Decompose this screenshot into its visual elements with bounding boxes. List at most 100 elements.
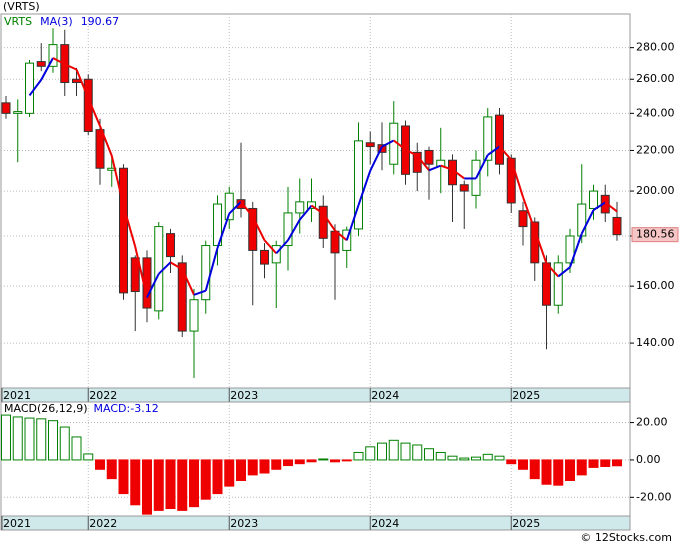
bar <box>318 458 329 461</box>
bar <box>447 455 458 461</box>
bar <box>153 459 164 511</box>
ma-line <box>592 201 606 211</box>
ma-line <box>87 97 101 127</box>
ma-line <box>181 268 195 296</box>
bar <box>271 459 282 470</box>
bar <box>212 459 223 495</box>
price-box <box>631 227 679 243</box>
x-tick-label: 2025 <box>512 389 540 402</box>
ma-line <box>498 145 512 161</box>
candle-body <box>95 129 105 169</box>
candle-body <box>330 230 340 254</box>
ma-line <box>522 196 536 231</box>
ma-line <box>533 229 548 264</box>
bar <box>95 459 105 470</box>
bar <box>236 459 246 481</box>
bar <box>365 446 376 461</box>
y-tick-label: 20.00 <box>636 416 668 429</box>
ma-line <box>451 168 465 180</box>
bar <box>247 459 258 476</box>
candle-body <box>459 184 469 192</box>
bar <box>353 451 364 461</box>
ma-line <box>40 57 54 81</box>
bar <box>482 453 493 461</box>
candle-body <box>36 61 46 67</box>
candle-body <box>271 245 281 264</box>
candle-body <box>248 207 258 251</box>
ma-line <box>428 164 442 172</box>
bar <box>36 418 47 461</box>
readout-value: -3.12 <box>130 402 158 415</box>
bar <box>506 459 517 465</box>
y-tick-label: 260.00 <box>636 72 675 85</box>
candle-body <box>260 249 269 265</box>
candle-body <box>25 62 34 114</box>
bar <box>600 459 611 467</box>
bar <box>565 459 575 481</box>
bar <box>612 459 622 467</box>
candle-body <box>342 229 352 251</box>
ma-line <box>134 246 148 298</box>
bar <box>341 459 352 462</box>
bar <box>118 459 129 495</box>
candle-body <box>506 157 516 204</box>
candle-body <box>307 201 316 209</box>
ma-line <box>263 239 277 255</box>
candle-body <box>354 140 363 230</box>
ma-line <box>169 261 183 271</box>
bar <box>24 417 35 461</box>
ma-line <box>510 159 524 198</box>
bar <box>424 448 434 461</box>
ma-line <box>287 219 301 241</box>
bar <box>388 439 399 461</box>
x-tick-label: 2023 <box>230 517 258 530</box>
bar <box>165 459 176 510</box>
bar <box>142 459 152 515</box>
bar <box>494 455 505 461</box>
plot-area <box>0 401 631 517</box>
bar <box>224 459 235 487</box>
candle-body <box>13 111 23 114</box>
x-tick-label: 2022 <box>89 517 117 530</box>
ma-line <box>275 239 289 255</box>
candle-body <box>436 159 446 167</box>
y-tick-label: 240.00 <box>636 106 675 119</box>
ma-line <box>28 79 43 97</box>
bar <box>71 436 82 461</box>
ma-line <box>557 266 571 278</box>
x-tick-label: 2023 <box>230 389 258 402</box>
candle-body <box>236 199 246 209</box>
legend-value: 190.67 <box>81 15 120 28</box>
candle-body <box>189 299 199 332</box>
plot-area <box>0 13 631 389</box>
candle-body <box>577 203 587 237</box>
y-tick-label: 0.00 <box>636 453 661 466</box>
candle-body <box>612 216 622 236</box>
ma-line <box>393 139 407 151</box>
candle-body <box>48 44 58 67</box>
bar <box>529 459 540 480</box>
ma-line <box>334 229 348 242</box>
ma-line <box>64 63 77 71</box>
candle-body <box>424 149 434 165</box>
candle-body <box>119 167 128 294</box>
candle-body <box>283 212 293 247</box>
ma-line <box>251 216 266 241</box>
candle-body <box>1 102 11 114</box>
ma-line <box>487 145 501 156</box>
bar <box>200 459 211 500</box>
ma-line <box>75 69 90 99</box>
bar <box>576 459 587 476</box>
date-strip <box>0 515 631 531</box>
x-tick-label: 2024 <box>371 389 399 402</box>
ma-line <box>310 204 324 215</box>
y-tick-label: -20.00 <box>636 490 671 503</box>
candle-body <box>177 262 187 332</box>
bar <box>553 459 564 486</box>
legend: VRTS MA(3) 190.67 <box>4 15 119 28</box>
ma-line <box>216 213 231 249</box>
ma-line <box>158 261 172 275</box>
legend-entry: VRTS <box>4 15 32 28</box>
x-tick-label: 2022 <box>89 389 117 402</box>
